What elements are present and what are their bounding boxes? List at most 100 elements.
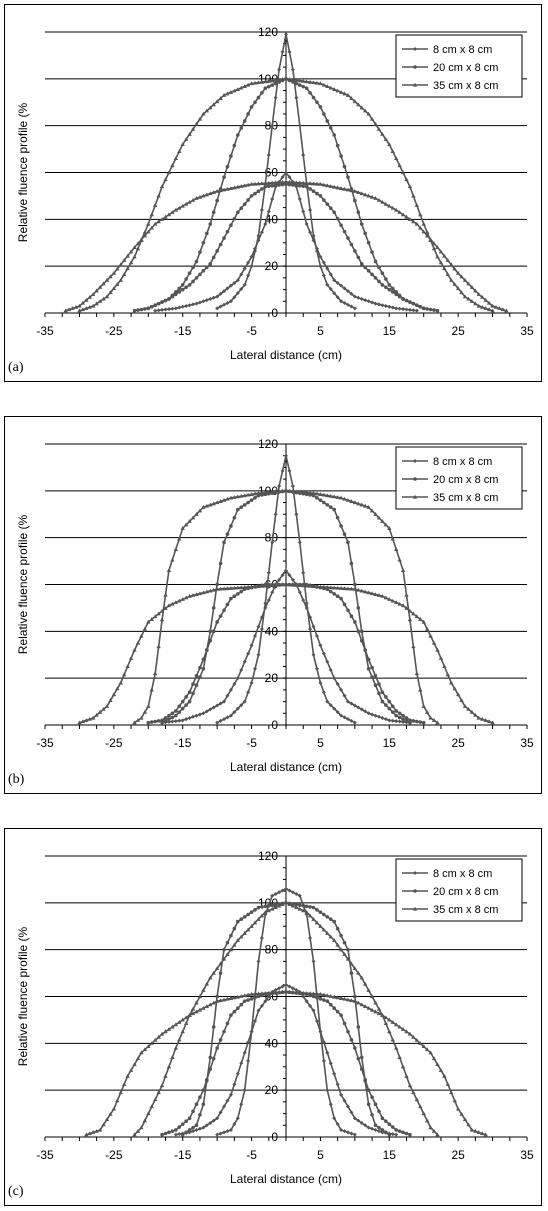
data-point-8-cm-x-8-cm [394, 1132, 399, 1137]
data-point-35-cm-x-8-cm [139, 238, 144, 243]
data-point-20-cm-x-8-cm [149, 720, 154, 724]
data-point-35-cm-x-8-cm [483, 718, 488, 722]
data-point-35-cm-x-8-cm [359, 502, 364, 507]
data-point-35-cm-x-8-cm [125, 253, 130, 258]
data-point-35-cm-x-8-cm [91, 715, 96, 720]
data-point-20-cm-x-8-cm [394, 709, 398, 713]
data-point-20-cm-x-8-cm [315, 496, 319, 500]
legend-marker-8-cm-x-8-cm [413, 459, 417, 463]
x-tick-label-15: 15 [383, 736, 397, 750]
data-point-35-cm-x-8-cm [387, 597, 392, 601]
data-point-35-cm-x-8-cm [349, 188, 354, 193]
data-point-35-cm-x-8-cm [245, 182, 251, 187]
data-point-8-cm-x-8-cm [187, 1130, 192, 1135]
data-point-8-cm-x-8-cm [239, 1102, 244, 1107]
data-point-35-cm-x-8-cm [170, 1024, 175, 1029]
data-point-8-cm-x-8-cm [249, 1029, 254, 1034]
data-point-35-cm-x-8-cm [201, 111, 206, 116]
data-point-8-cm-x-8-cm [204, 298, 209, 303]
data-point-35-cm-x-8-cm [177, 598, 182, 603]
data-point-35-cm-x-8-cm [221, 997, 227, 1002]
data-point-20-cm-x-8-cm [377, 265, 381, 270]
data-point-20-cm-x-8-cm [377, 1109, 381, 1114]
data-point-35-cm-x-8-cm [245, 584, 251, 589]
data-point-8-cm-x-8-cm [401, 719, 406, 724]
data-point-35-cm-x-8-cm [235, 938, 240, 942]
data-point-35-cm-x-8-cm [225, 952, 230, 956]
data-point-35-cm-x-8-cm [225, 586, 230, 591]
data-point-8-cm-x-8-cm [201, 299, 206, 304]
data-point-20-cm-x-8-cm [167, 1130, 171, 1135]
data-point-35-cm-x-8-cm [225, 996, 230, 1001]
data-point-20-cm-x-8-cm [201, 1088, 206, 1092]
data-point-8-cm-x-8-cm [211, 1118, 216, 1123]
series-8-cm-x-8-cm-curve-2 [215, 32, 357, 311]
data-point-35-cm-x-8-cm [366, 988, 371, 992]
data-point-20-cm-x-8-cm [384, 277, 388, 281]
data-point-20-cm-x-8-cm [229, 933, 233, 938]
data-point-35-cm-x-8-cm [259, 991, 265, 996]
data-point-35-cm-x-8-cm [218, 188, 223, 193]
data-point-35-cm-x-8-cm [266, 490, 271, 494]
x-tick-label-35: 35 [520, 1148, 534, 1162]
data-point-20-cm-x-8-cm [177, 704, 182, 709]
data-point-35-cm-x-8-cm [204, 1004, 210, 1009]
data-point-35-cm-x-8-cm [411, 219, 416, 224]
data-point-35-cm-x-8-cm [135, 1128, 141, 1133]
data-point-8-cm-x-8-cm [294, 988, 299, 993]
data-point-8-cm-x-8-cm [342, 286, 347, 291]
data-point-20-cm-x-8-cm [229, 524, 233, 528]
data-point-8-cm-x-8-cm [287, 175, 292, 180]
data-point-35-cm-x-8-cm [256, 584, 261, 588]
data-point-35-cm-x-8-cm [328, 184, 333, 188]
data-point-35-cm-x-8-cm [135, 246, 141, 251]
data-point-35-cm-x-8-cm [462, 294, 468, 299]
data-point-20-cm-x-8-cm [187, 690, 192, 695]
data-point-35-cm-x-8-cm [476, 303, 481, 308]
data-point-35-cm-x-8-cm [170, 210, 175, 214]
data-point-8-cm-x-8-cm [266, 570, 271, 575]
data-point-35-cm-x-8-cm [352, 966, 358, 970]
data-point-20-cm-x-8-cm [322, 500, 326, 505]
data-point-35-cm-x-8-cm [304, 991, 309, 995]
data-point-8-cm-x-8-cm [166, 307, 171, 312]
data-point-8-cm-x-8-cm [208, 1120, 213, 1125]
data-point-8-cm-x-8-cm [373, 301, 378, 306]
data-point-35-cm-x-8-cm [345, 93, 351, 97]
data-point-35-cm-x-8-cm [214, 966, 220, 970]
data-point-20-cm-x-8-cm [401, 717, 405, 721]
data-point-35-cm-x-8-cm [318, 182, 323, 186]
data-point-8-cm-x-8-cm [287, 984, 292, 989]
data-point-35-cm-x-8-cm [180, 526, 185, 530]
data-point-20-cm-x-8-cm [432, 308, 436, 312]
data-point-35-cm-x-8-cm [80, 307, 86, 312]
data-point-35-cm-x-8-cm [490, 308, 495, 313]
data-point-35-cm-x-8-cm [352, 998, 358, 1003]
data-point-35-cm-x-8-cm [328, 994, 333, 998]
data-point-35-cm-x-8-cm [132, 720, 137, 725]
data-point-35-cm-x-8-cm [235, 184, 240, 189]
data-point-35-cm-x-8-cm [204, 503, 210, 508]
data-point-20-cm-x-8-cm [184, 695, 188, 699]
data-point-35-cm-x-8-cm [266, 583, 271, 588]
data-point-20-cm-x-8-cm [384, 695, 388, 699]
data-point-35-cm-x-8-cm [170, 163, 175, 168]
data-point-20-cm-x-8-cm [377, 279, 381, 284]
data-point-35-cm-x-8-cm [411, 1090, 416, 1095]
x-tick-label-35: -35 [36, 736, 54, 750]
data-point-35-cm-x-8-cm [239, 585, 244, 590]
data-point-35-cm-x-8-cm [118, 1090, 123, 1095]
data-point-35-cm-x-8-cm [480, 294, 485, 299]
data-point-20-cm-x-8-cm [198, 665, 202, 670]
data-point-35-cm-x-8-cm [187, 594, 192, 598]
data-point-8-cm-x-8-cm [380, 1130, 385, 1135]
data-point-20-cm-x-8-cm [418, 720, 423, 724]
data-point-35-cm-x-8-cm [421, 221, 426, 226]
data-point-20-cm-x-8-cm [335, 926, 340, 931]
data-point-35-cm-x-8-cm [304, 583, 309, 588]
data-point-35-cm-x-8-cm [194, 592, 199, 597]
data-point-35-cm-x-8-cm [418, 225, 423, 230]
data-point-35-cm-x-8-cm [421, 1111, 426, 1116]
data-point-35-cm-x-8-cm [97, 709, 103, 714]
data-point-20-cm-x-8-cm [215, 1046, 219, 1050]
